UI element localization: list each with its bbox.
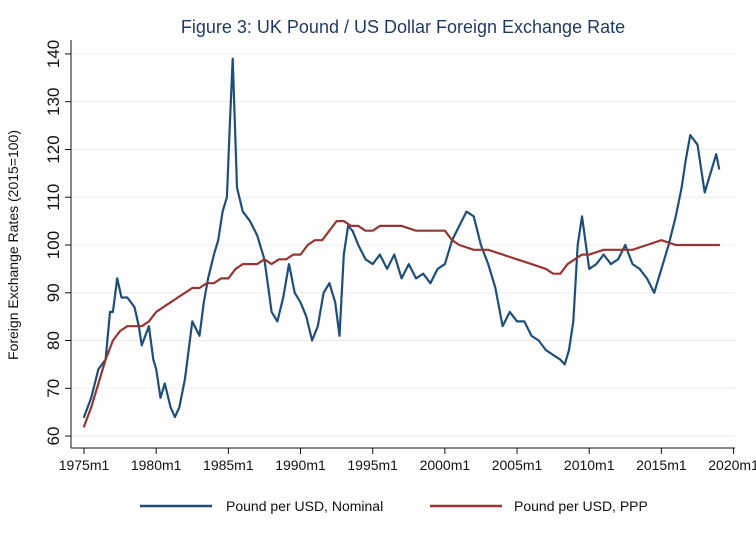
x-tick-label: 2010m1 (564, 457, 615, 473)
chart-title: Figure 3: UK Pound / US Dollar Foreign E… (181, 17, 625, 37)
legend-label-nominal: Pound per USD, Nominal (226, 498, 383, 514)
series-line-ppp (82, 220, 721, 428)
x-tick-label: 1985m1 (203, 457, 254, 473)
x-tick-label: 2005m1 (492, 457, 543, 473)
y-tick-label: 100 (44, 231, 63, 259)
y-tick-label: 90 (44, 283, 63, 302)
axes: 60 70 80 90 100 110 120 130 140 1975m1 1980m1 1985m… (44, 40, 756, 473)
y-tick-label: 60 (44, 427, 63, 446)
x-tick-label: 2000m1 (420, 457, 471, 473)
series-lines (82, 57, 721, 428)
y-tick-label: 80 (44, 331, 63, 350)
y-tick-label: 130 (44, 88, 63, 116)
y-tick-label: 110 (44, 184, 63, 211)
x-tick-label: 2015m1 (636, 457, 687, 473)
legend: Pound per USD, Nominal Pound per USD, PPP (140, 498, 648, 514)
gridlines (71, 53, 735, 437)
x-tick-label: 1995m1 (347, 457, 398, 473)
y-tick-label: 70 (44, 379, 63, 398)
x-tick-label: 1980m1 (131, 457, 182, 473)
x-tick-label: 1975m1 (59, 457, 110, 473)
legend-label-ppp: Pound per USD, PPP (514, 498, 648, 514)
y-tick-label: 140 (44, 40, 63, 68)
series-line-nominal (82, 57, 721, 419)
x-tick-label: 2020m1 (708, 457, 756, 473)
y-tick-label: 120 (44, 135, 63, 163)
y-axis-label: Foreign Exchange Rates (2015=100) (5, 130, 21, 360)
x-tick-label: 1990m1 (275, 457, 326, 473)
